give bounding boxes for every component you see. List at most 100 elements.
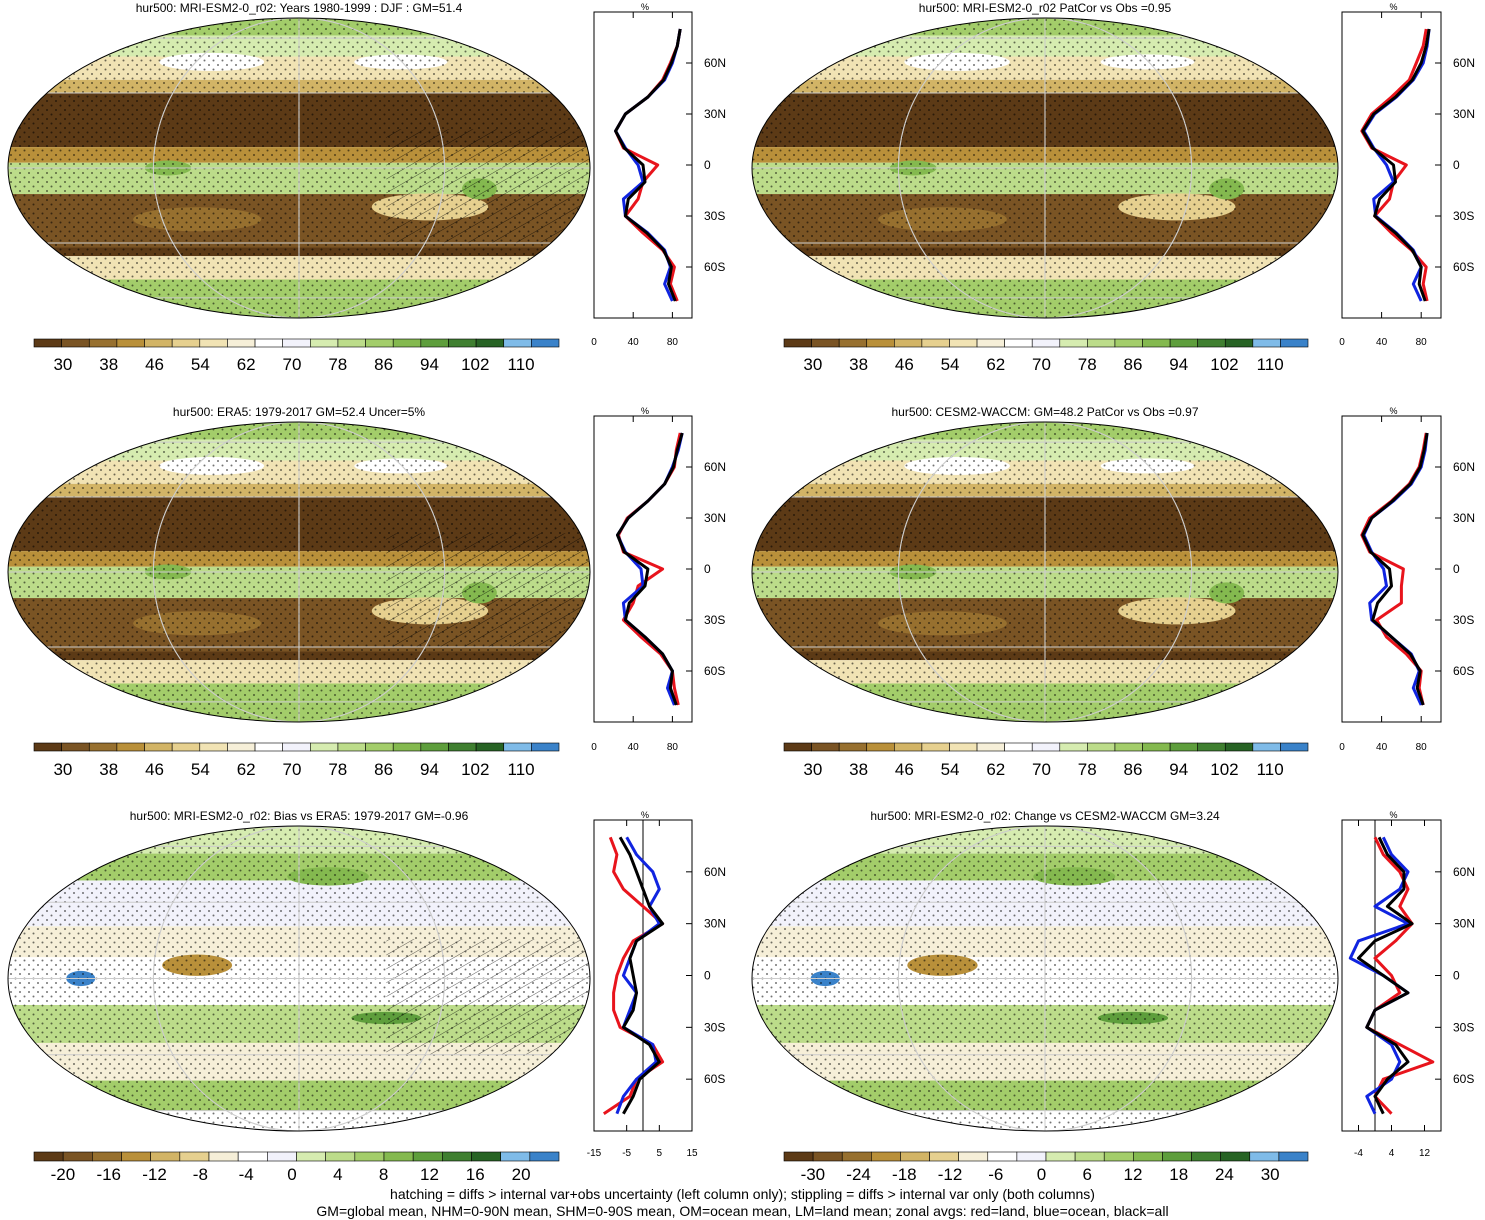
profile-lat-label: 0 <box>704 158 711 172</box>
profile-xtick-label: -15 <box>587 1148 602 1159</box>
profile-lat-label: 60N <box>1453 865 1475 879</box>
profile-xtick-label: 40 <box>628 337 640 348</box>
colorbar-swatch <box>472 1152 501 1161</box>
map-field <box>752 826 1338 1131</box>
colorbar-swatch <box>1170 339 1198 347</box>
colorbar-swatch <box>200 339 228 347</box>
profile-lat-label: 30S <box>1453 209 1474 223</box>
profile-lat-label: 30N <box>1453 511 1475 525</box>
colorbar-label: 102 <box>461 355 489 374</box>
colorbar-swatch <box>1225 339 1253 347</box>
colorbar-label: 102 <box>461 760 489 779</box>
colorbar-swatch <box>1279 1152 1308 1161</box>
profile-frame <box>594 416 692 722</box>
profile-lat-label: 30N <box>1453 107 1475 121</box>
colorbar-label: 30 <box>53 355 72 374</box>
hatching <box>386 939 590 1055</box>
colorbar-label: 54 <box>191 355 210 374</box>
colorbar-swatch <box>959 1152 988 1161</box>
colorbar-label: 4 <box>333 1165 342 1184</box>
profile-lat-label: 60N <box>704 865 726 879</box>
colorbar-label: -6 <box>988 1165 1003 1184</box>
colorbar-swatch <box>894 743 922 751</box>
profile-lat-label: 0 <box>1453 158 1460 172</box>
colorbar-label: 0 <box>1037 1165 1046 1184</box>
colorbar-swatch <box>1143 743 1171 751</box>
colorbar-swatch <box>1253 339 1281 347</box>
colorbar-swatch <box>1280 339 1308 347</box>
profile-lat-label: 60S <box>1453 1072 1474 1086</box>
map-field <box>8 18 590 318</box>
colorbar-swatch <box>812 743 840 751</box>
colorbar-swatch <box>283 743 311 751</box>
colorbar-swatch <box>172 339 200 347</box>
colorbar-label: 86 <box>1124 355 1143 374</box>
colorbar-swatch <box>922 339 950 347</box>
colorbar-swatch <box>180 1152 209 1161</box>
profile-xtick-label: 0 <box>1339 742 1345 753</box>
colorbar-swatch <box>1192 1152 1221 1161</box>
colorbar-swatch <box>117 339 145 347</box>
profile-xtick-label: 15 <box>686 1148 698 1159</box>
colorbar-label: 110 <box>508 760 535 779</box>
colorbar-swatch <box>448 743 476 751</box>
colorbar-swatch <box>1087 743 1115 751</box>
profile-series-ocean <box>618 433 683 705</box>
colorbar-swatch <box>1017 1152 1046 1161</box>
colorbar-swatch <box>1133 1152 1162 1161</box>
colorbar-label: -30 <box>801 1165 826 1184</box>
colorbar-swatch <box>1225 743 1253 751</box>
colorbar-label: 70 <box>283 760 302 779</box>
profile-lat-label: 60S <box>1453 260 1474 274</box>
colorbar-swatch <box>1143 339 1171 347</box>
colorbar-swatch <box>812 339 840 347</box>
colorbar-label: 62 <box>237 355 256 374</box>
colorbar-label: -24 <box>846 1165 871 1184</box>
profile-unit-label: % <box>1389 810 1397 820</box>
panel-6: hur500: MRI-ESM2-0_r02: Change vs CESM2-… <box>752 809 1475 1184</box>
colorbar-swatch <box>34 1152 63 1161</box>
profile-series-all <box>1363 433 1427 705</box>
colorbar-label: 62 <box>986 355 1005 374</box>
colorbar-swatch <box>1032 743 1060 751</box>
colorbar-swatch <box>393 339 421 347</box>
profile-unit-label: % <box>641 810 649 820</box>
colorbar-swatch <box>1032 339 1060 347</box>
profile-lat-label: 0 <box>704 562 711 576</box>
colorbar-swatch <box>209 1152 238 1161</box>
map-field <box>8 826 590 1131</box>
colorbar-swatch <box>784 743 812 751</box>
profile-unit-label: % <box>1389 406 1397 416</box>
colorbar-swatch <box>839 743 867 751</box>
colorbar-swatch <box>338 339 366 347</box>
colorbar-swatch <box>227 339 255 347</box>
colorbar-swatch <box>504 339 532 347</box>
colorbar-label: 46 <box>895 760 914 779</box>
colorbar-label: 110 <box>508 355 535 374</box>
colorbar-label: -4 <box>239 1165 254 1184</box>
colorbar-swatch <box>89 743 117 751</box>
colorbar-swatch <box>1253 743 1281 751</box>
colorbar-swatch <box>366 339 394 347</box>
colorbar-label: 86 <box>374 760 393 779</box>
profile-xtick-label: 4 <box>1389 1148 1395 1159</box>
colorbar-swatch <box>384 1152 413 1161</box>
panel-4: hur500: CESM2-WACCM: GM=48.2 PatCor vs O… <box>752 405 1475 779</box>
panel-title: hur500: MRI-ESM2-0_r02 PatCor vs Obs =0.… <box>919 1 1172 15</box>
colorbar-swatch <box>62 339 90 347</box>
colorbar-label: 94 <box>420 355 439 374</box>
colorbar-label: 94 <box>1169 760 1188 779</box>
colorbar-swatch <box>1104 1152 1133 1161</box>
panel-title: hur500: MRI-ESM2-0_r02: Years 1980-1999 … <box>136 1 463 15</box>
colorbar-swatch <box>867 743 895 751</box>
profile-xtick-label: 5 <box>657 1148 663 1159</box>
colorbar-label: 20 <box>512 1165 531 1184</box>
panel-title: hur500: MRI-ESM2-0_r02: Change vs CESM2-… <box>870 809 1220 823</box>
colorbar-swatch <box>267 1152 296 1161</box>
colorbar-swatch <box>1046 1152 1075 1161</box>
colorbar-label: 46 <box>145 760 164 779</box>
colorbar-swatch <box>310 743 338 751</box>
colorbar-label: 38 <box>99 355 118 374</box>
colorbar-label: 38 <box>99 760 118 779</box>
colorbar-label: 78 <box>328 760 347 779</box>
